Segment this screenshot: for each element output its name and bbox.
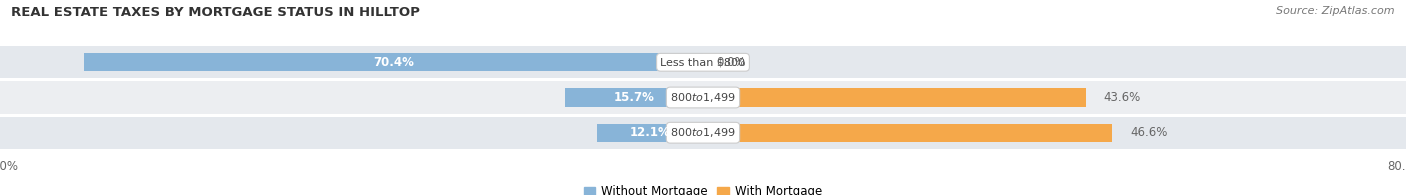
Bar [703, 124, 1112, 142]
Bar [84, 53, 703, 71]
Text: Source: ZipAtlas.com: Source: ZipAtlas.com [1277, 6, 1395, 16]
Text: 43.6%: 43.6% [1104, 91, 1140, 104]
Text: Less than $800: Less than $800 [661, 57, 745, 67]
Text: 70.4%: 70.4% [373, 56, 415, 69]
Legend: Without Mortgage, With Mortgage: Without Mortgage, With Mortgage [579, 181, 827, 195]
Text: 46.6%: 46.6% [1130, 126, 1167, 139]
Bar [565, 88, 703, 107]
Text: $800 to $1,499: $800 to $1,499 [671, 126, 735, 139]
Bar [596, 124, 703, 142]
Bar [0, 46, 1406, 78]
Bar [703, 88, 1087, 107]
Bar [0, 117, 1406, 149]
Text: 12.1%: 12.1% [630, 126, 671, 139]
Text: 15.7%: 15.7% [613, 91, 654, 104]
Text: 0.0%: 0.0% [716, 56, 745, 69]
Text: REAL ESTATE TAXES BY MORTGAGE STATUS IN HILLTOP: REAL ESTATE TAXES BY MORTGAGE STATUS IN … [11, 6, 420, 19]
Text: $800 to $1,499: $800 to $1,499 [671, 91, 735, 104]
Bar [0, 81, 1406, 114]
